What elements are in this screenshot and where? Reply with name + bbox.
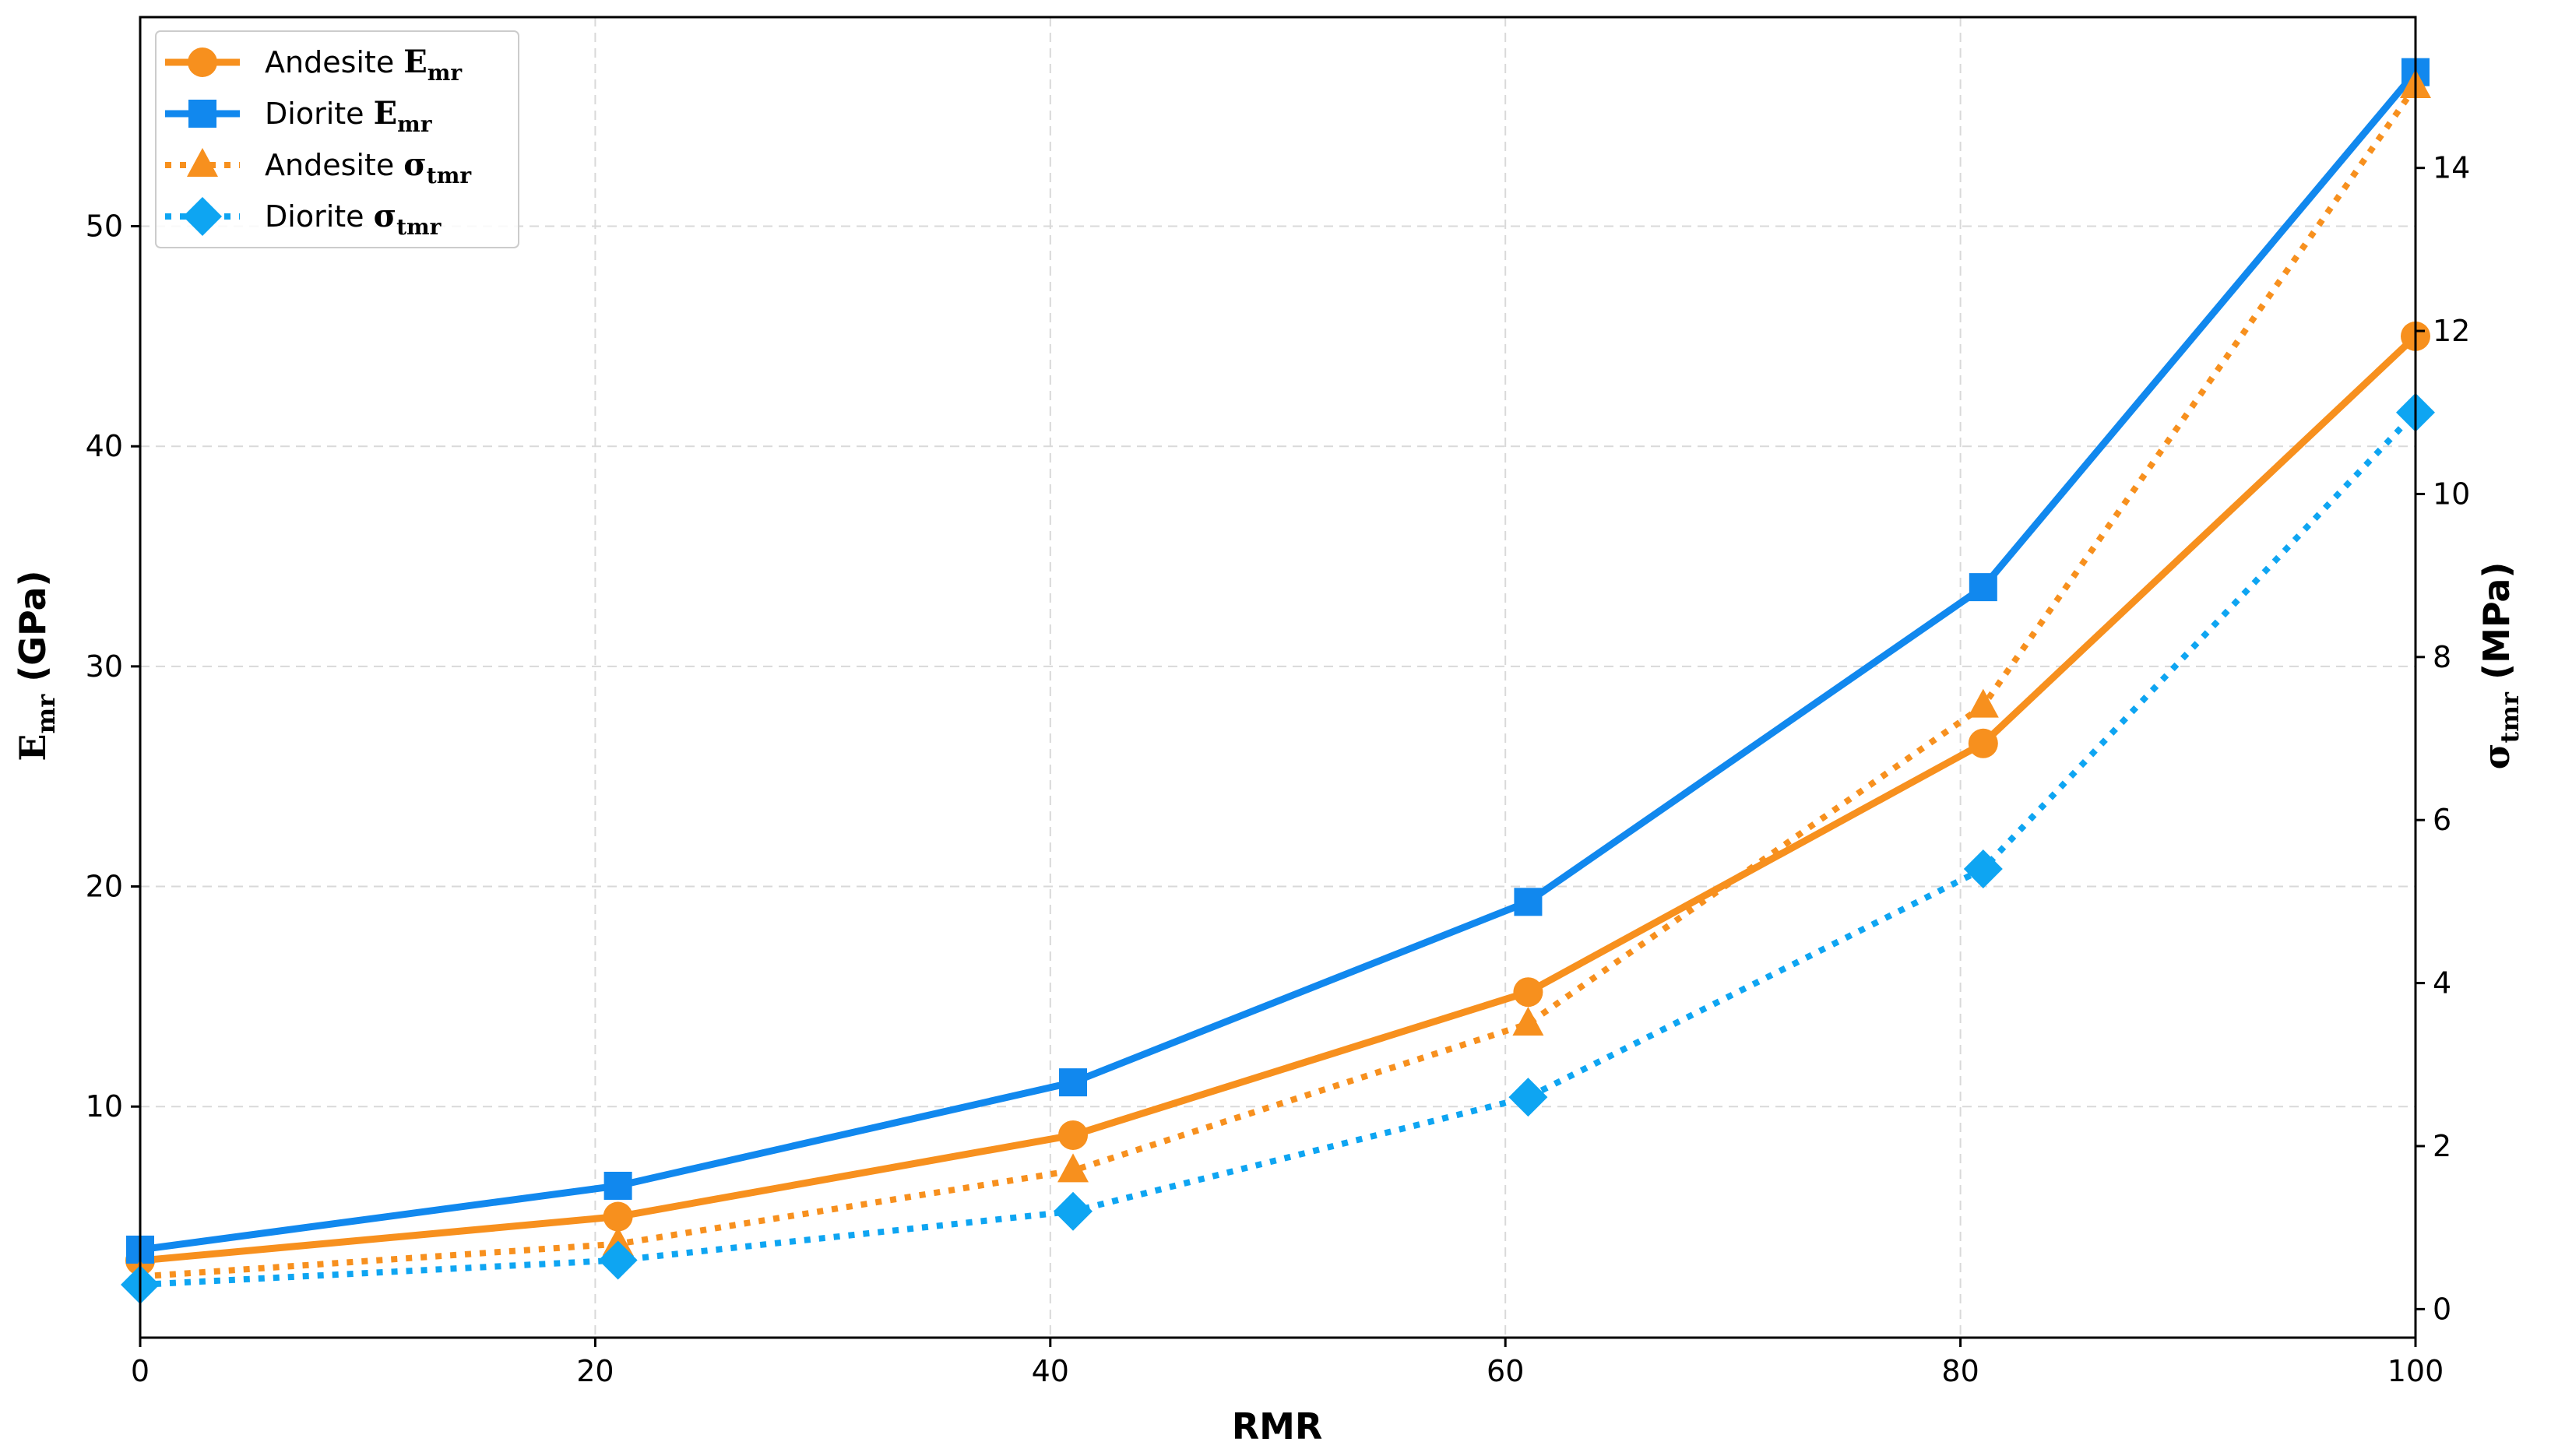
y-right-tick-label: 6 (2433, 803, 2451, 837)
legend-marker (183, 197, 222, 236)
legend-label: Andesite Emr (265, 44, 463, 86)
x-tick-label: 20 (576, 1354, 614, 1388)
x-tick-label: 100 (2387, 1354, 2444, 1388)
data-point-3-1 (598, 1240, 638, 1280)
data-point-2-4 (1967, 688, 1999, 718)
legend-label: Diorite Emr (265, 95, 433, 137)
y-left-tick-label: 20 (86, 870, 123, 904)
series-line-2 (139, 84, 2419, 1280)
data-point-1-1 (603, 1171, 632, 1200)
data-point-0-4 (1968, 728, 1998, 758)
legend: Andesite Emr Diorite Emr Andesite σtmr Dior… (155, 30, 519, 248)
x-tick-label: 40 (1032, 1354, 1069, 1388)
data-point-0-1 (603, 1201, 633, 1232)
series-line-0 (139, 333, 2419, 1264)
data-point-1-4 (1969, 573, 1997, 602)
y-right-tick-label: 10 (2433, 477, 2470, 511)
data-point-3-2 (1054, 1191, 1093, 1231)
data-point-3-3 (1508, 1078, 1548, 1117)
x-axis: 0 20 40 60 80 100 (131, 1338, 2444, 1388)
series-markers (121, 58, 2435, 1304)
legend-marker (187, 148, 218, 177)
legend-label: Diorite σtmr (265, 198, 442, 240)
series-line-1 (139, 69, 2419, 1254)
data-point-1-3 (1514, 888, 1543, 916)
series-lines (139, 69, 2419, 1288)
data-point-2-2 (1057, 1153, 1089, 1183)
data-point-1-2 (1059, 1068, 1088, 1097)
y-left-tick-label: 50 (86, 209, 123, 244)
y-right-tick-label: 12 (2433, 314, 2470, 348)
x-tick-label: 0 (131, 1354, 150, 1388)
series-line-3 (139, 410, 2418, 1288)
y-right-tick-label: 2 (2433, 1129, 2451, 1163)
data-point-0-2 (1058, 1120, 1089, 1150)
x-axis-title: RMR (1232, 1405, 1323, 1447)
y-left-tick-label: 30 (86, 649, 123, 684)
y-axis-right: 0 2 4 6 8 10 12 14 (2416, 151, 2470, 1326)
y-left-tick-label: 10 (86, 1089, 123, 1124)
y-right-tick-label: 4 (2433, 966, 2451, 1001)
data-point-3-4 (1963, 849, 2003, 889)
y-right-tick-label: 14 (2433, 151, 2470, 185)
legend-box (155, 30, 519, 248)
legend-marker (188, 100, 216, 128)
y-axis-right-title: σtmr (MPa) (2475, 562, 2525, 770)
data-point-2-3 (1512, 1006, 1544, 1036)
y-axis-left-title: Emr (GPa) (12, 570, 61, 761)
x-tick-label: 80 (1941, 1354, 1979, 1388)
data-point-0-3 (1513, 977, 1543, 1008)
legend-marker (188, 47, 217, 77)
y-axis-left: 10 20 30 40 50 (86, 209, 140, 1124)
plot-frame (139, 16, 2417, 1339)
y-right-tick-label: 0 (2433, 1292, 2451, 1326)
legend-label: Andesite σtmr (265, 146, 472, 188)
y-right-tick-label: 8 (2433, 640, 2451, 674)
x-tick-label: 60 (1487, 1354, 1524, 1388)
y-left-tick-label: 40 (86, 429, 123, 463)
